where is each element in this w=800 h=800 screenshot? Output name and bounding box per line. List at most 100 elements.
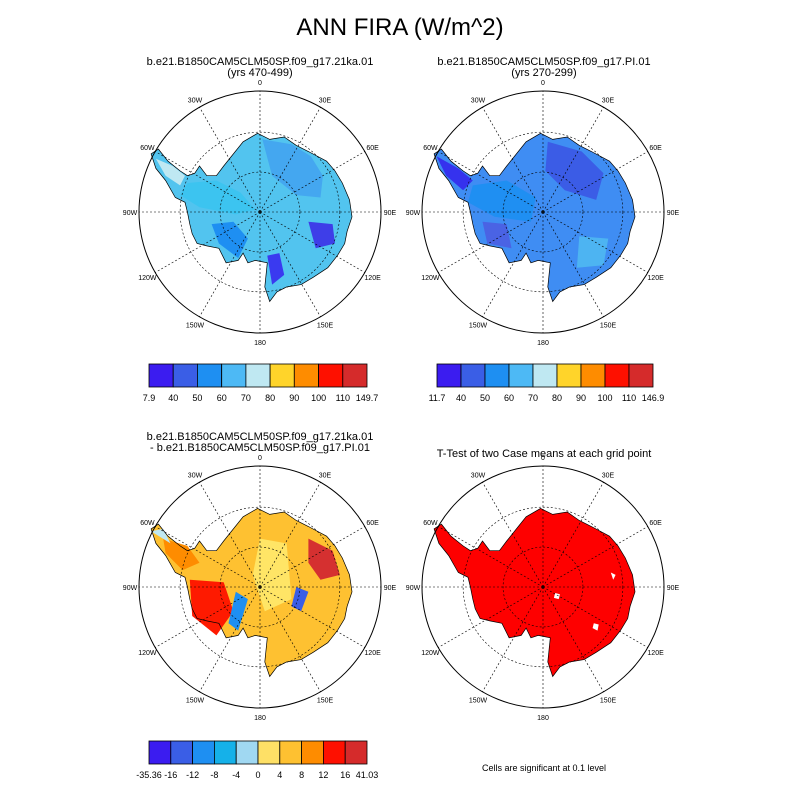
latitude-circle (462, 131, 624, 293)
latitude-circle (179, 131, 341, 293)
colorbar-tick-label: 110 (622, 393, 636, 403)
colorbar-tick-label: 70 (241, 393, 251, 403)
colorbar-tick-label: 50 (192, 393, 202, 403)
meridian-line (259, 586, 365, 648)
meridian-line (542, 586, 648, 648)
field-patch (262, 139, 323, 198)
colorbar-swatch (257, 740, 281, 765)
longitude-label: 150E (317, 698, 334, 705)
longitude-label: 30W (471, 97, 486, 104)
colorbar-tick-label: -16 (164, 770, 177, 780)
meridian-line (542, 211, 604, 317)
latitude-circle (219, 546, 301, 628)
meridian-line (259, 526, 365, 588)
field-patch (592, 623, 599, 631)
colorbar-tick-label: 12 (318, 770, 328, 780)
colorbar-tick-label: 70 (528, 393, 538, 403)
longitude-label: 150W (469, 698, 488, 705)
colorbar-tick-label: 90 (576, 393, 586, 403)
panel-1-title-line1: b.e21.B1850CAM5CLM50SP.f09_g17.21ka.01 (146, 56, 374, 68)
field-patch (576, 236, 609, 268)
field-patch (308, 221, 335, 249)
colorbar-swatch (279, 740, 302, 765)
longitude-label: 180 (254, 715, 266, 722)
meridian-line (542, 107, 604, 213)
field-patch (308, 538, 340, 580)
field-patch (180, 180, 256, 215)
colorbar-swatch (322, 740, 346, 765)
map-boundary (138, 465, 382, 709)
colorbar-tick-label: 0 (255, 770, 260, 780)
colorbar-tick-label: 8 (299, 770, 304, 780)
coastline-1 (150, 132, 353, 303)
colorbar-swatch (604, 363, 630, 388)
continent-fill-4 (434, 508, 635, 677)
longitude-label: 30E (319, 97, 332, 104)
colorbar-swatch (318, 363, 344, 388)
longitude-label: 120W (421, 275, 440, 282)
polar-map-panel-4: 0 30E 60E 90E 120E 150E 180 150W 120W 90W 60W 30W (406, 455, 680, 722)
longitude-label: 60W (140, 145, 155, 152)
meridian-line (438, 151, 544, 213)
field-patch (468, 180, 536, 222)
colorbar-tick-label: 60 (504, 393, 514, 403)
longitude-label: 120E (647, 650, 664, 657)
field-patch (151, 528, 171, 544)
longitude-label: 0 (258, 80, 262, 87)
field-patch (482, 221, 512, 249)
colorbar-tick-label: 90 (289, 393, 299, 403)
meridian-line (259, 482, 321, 588)
longitude-label: 150W (469, 323, 488, 330)
field-patch (163, 538, 200, 571)
colorbar-tick-label: 16 (340, 770, 350, 780)
meridian-line (155, 211, 261, 273)
meridian-line (199, 107, 261, 213)
coastline-4 (433, 508, 636, 678)
colorbar-tick-label: 149.7 (356, 393, 379, 403)
longitude-label: 0 (258, 455, 262, 462)
colorbar-tick-label: -35.36 (136, 770, 162, 780)
field-patch (228, 591, 248, 631)
field-patch (610, 572, 616, 580)
meridian-line (199, 482, 261, 588)
longitude-label: 30E (602, 97, 615, 104)
meridian-line (259, 107, 321, 213)
longitude-label: 90E (384, 585, 397, 592)
longitude-label: 60W (140, 520, 155, 527)
meridian-line (155, 586, 261, 648)
meridian-line (259, 586, 321, 692)
map-boundary (421, 90, 665, 334)
meridian-line (199, 586, 261, 692)
meridian-line (155, 526, 261, 588)
longitude-label: 60W (423, 520, 438, 527)
colorbar-tick-label: 7.9 (143, 393, 156, 403)
longitude-label: 90E (667, 585, 680, 592)
panel-2-title-line1: b.e21.B1850CAM5CLM50SP.f09_g17.PI.01 (437, 56, 651, 68)
longitude-label: 150E (600, 698, 617, 705)
panel-3-title-line2: - b.e21.B1850CAM5CLM50SP.f09_g17.PI.01 (150, 442, 370, 454)
longitude-label: 120E (647, 275, 664, 282)
colorbar-swatch (460, 363, 486, 388)
colorbar-swatch (221, 363, 247, 388)
polar-map-panel-2: 0 30E 60E 90E 120E 150E 180 150W 120W 90W 60W 30W (406, 80, 680, 347)
coastline-2 (433, 132, 636, 303)
longitude-label: 150E (317, 323, 334, 330)
longitude-label: 150W (186, 698, 205, 705)
latitude-circle (462, 506, 624, 668)
colorbar-swatch (301, 740, 324, 765)
longitude-label: 0 (541, 455, 545, 462)
panel-2-title-line2: (yrs 270-299) (511, 67, 577, 79)
field-patch (553, 593, 560, 600)
panel-4-title: T-Test of two Case means at each grid po… (436, 448, 652, 460)
latitude-circle (502, 171, 584, 253)
colorbar-swatch (148, 363, 174, 388)
colorbar-tick-label: 50 (480, 393, 490, 403)
meridian-line (482, 482, 544, 588)
meridian-line (542, 586, 604, 692)
colorbar-swatch (344, 740, 368, 765)
colorbar-1: 7.9 40 50 60 70 80 90 100 110 149.7 (143, 363, 379, 403)
colorbar-tick-label: 100 (311, 393, 326, 403)
colorbar-tick-label: -8 (210, 770, 218, 780)
panel-4-footnote: Cells are significant at 0.1 level (481, 763, 607, 773)
colorbar-tick-label: 11.7 (429, 393, 446, 403)
